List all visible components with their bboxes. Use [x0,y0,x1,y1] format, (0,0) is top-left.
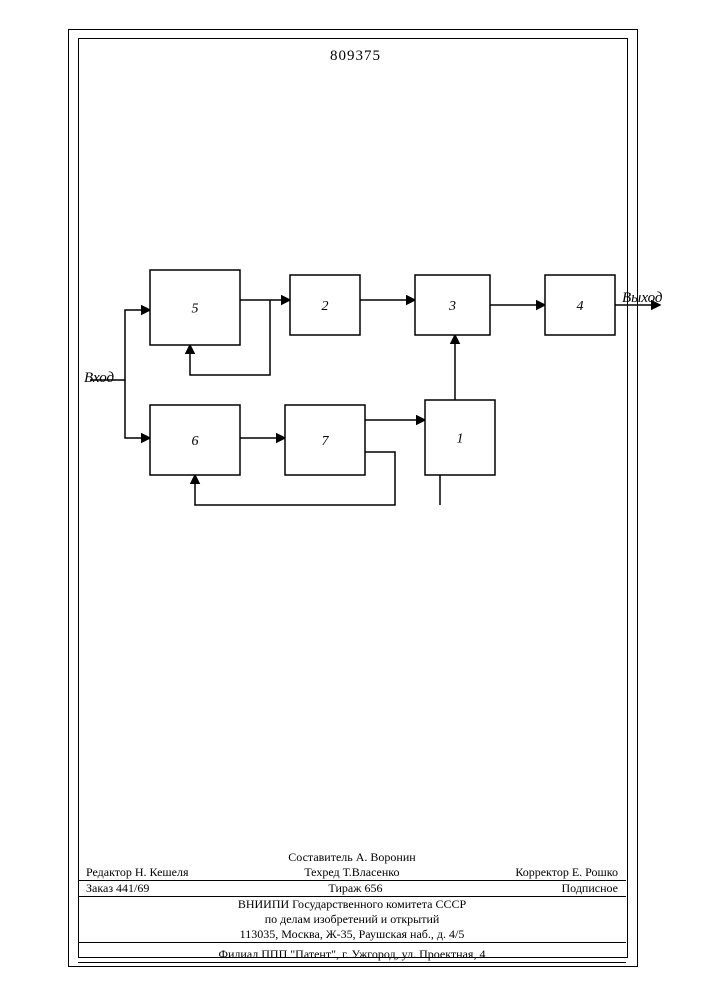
block-label-7: 7 [322,434,330,449]
footer-techred: Техред Т.Власенко [304,865,399,880]
block-label-5: 5 [192,302,199,317]
output-label: Выход [622,290,663,307]
footer-tirazh: Тираж 656 [328,881,382,896]
block-label-3: 3 [448,299,456,314]
footer-corrector: Корректор Е. Рошко [515,865,618,880]
footer-org1: ВНИИПИ Государственного комитета СССР [78,897,626,912]
footer-branch: Филиал ППП "Патент", г. Ужгород, ул. Про… [78,947,626,963]
block-label-4: 4 [577,299,584,314]
footer-block: Составитель А. ВоронинРедактор Н. Кешеля… [78,850,626,963]
footer-credits-row: Редактор Н. Кешеля Техред Т.Власенко Корре… [78,865,626,881]
block-label-6: 6 [192,434,199,449]
input-label: Вход [84,370,114,387]
footer-order: Заказ 441/69 [86,881,149,896]
footer-order-row: Заказ 441/69 Тираж 656 Подписное [78,881,626,897]
edge [125,380,150,438]
footer-editor: Редактор Н. Кешеля [86,865,189,880]
footer-addr: 113035, Москва, Ж-35, Раушская наб., д. … [78,927,626,943]
footer-org2: по делам изобретений и открытий [78,912,626,927]
footer-compiler: Составитель А. Воронин [78,850,626,865]
footer-subscription: Подписное [562,881,619,896]
block-label-2: 2 [322,299,329,314]
block-label-1: 1 [457,432,464,447]
